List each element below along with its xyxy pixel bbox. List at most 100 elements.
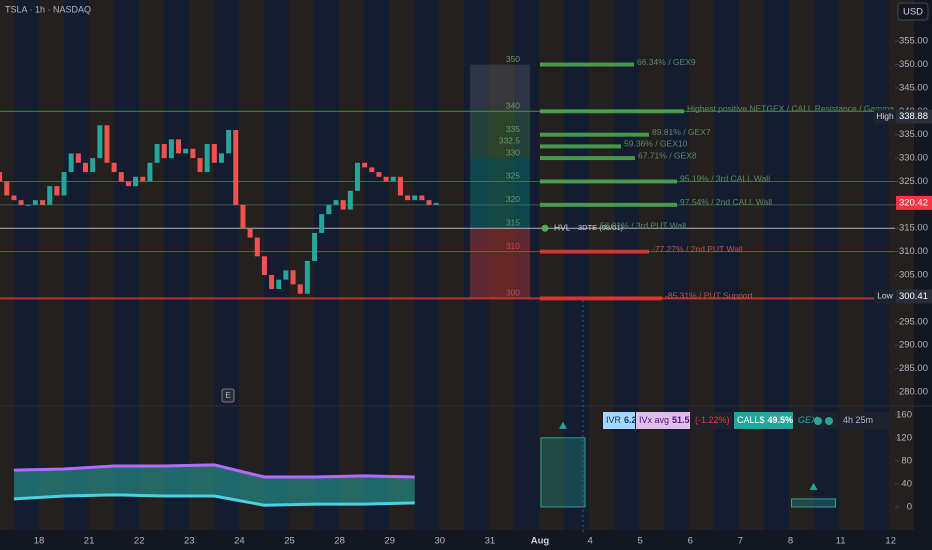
candle bbox=[433, 202, 439, 205]
y-tick-label: 335.00 bbox=[899, 129, 928, 140]
session-band bbox=[39, 0, 64, 530]
y-tick-label: 80 bbox=[901, 455, 912, 466]
candle bbox=[383, 176, 389, 182]
price-badge bbox=[896, 109, 932, 124]
badge-label: (-1.22%) bbox=[695, 415, 730, 425]
price-badge-name-bg bbox=[874, 109, 896, 124]
candle bbox=[254, 237, 260, 257]
candle bbox=[226, 130, 232, 154]
session-band bbox=[89, 0, 114, 530]
candle bbox=[233, 130, 239, 205]
earnings-badge bbox=[221, 388, 235, 403]
candle bbox=[333, 200, 339, 205]
candle bbox=[140, 176, 146, 182]
session-band bbox=[689, 0, 714, 530]
level-bar bbox=[540, 132, 649, 137]
session-band bbox=[189, 0, 214, 530]
level-text: 59.36% / GEX10 bbox=[624, 139, 688, 149]
hvl-label: HVL bbox=[554, 222, 571, 232]
badge-label-text: IVR bbox=[606, 415, 622, 425]
candle bbox=[168, 139, 174, 159]
price-badge-name: Low bbox=[877, 291, 893, 301]
x-tick-label: 5 bbox=[638, 536, 643, 547]
y-tick-label: 310.00 bbox=[899, 246, 928, 257]
level-text: -77.27% / 2nd PUT Wall bbox=[652, 244, 743, 254]
candle bbox=[18, 200, 24, 205]
candle bbox=[68, 153, 74, 173]
session-band bbox=[214, 0, 239, 530]
candle bbox=[111, 162, 117, 173]
session-band bbox=[139, 0, 164, 530]
candle bbox=[419, 195, 425, 201]
level-text: 97.54% / 2nd CALL Wall bbox=[680, 197, 772, 207]
candle bbox=[269, 274, 275, 290]
candle bbox=[312, 232, 318, 261]
level-text: 56.91% / 3rd PUT Wall bbox=[600, 220, 686, 230]
candle bbox=[147, 162, 153, 182]
currency-button[interactable] bbox=[897, 2, 929, 21]
level-bar bbox=[540, 202, 677, 207]
badge-label-text: CALL$ bbox=[737, 415, 765, 425]
y-tick-label: 0 bbox=[907, 501, 912, 512]
level-value: 332.5 bbox=[499, 136, 521, 146]
candle bbox=[283, 270, 289, 280]
y-tick-label: 285.00 bbox=[899, 363, 928, 374]
badge-value: 6.2 bbox=[624, 415, 637, 425]
session-band bbox=[239, 0, 264, 530]
badge-label-text: GEX bbox=[798, 415, 818, 425]
candle bbox=[133, 176, 139, 187]
level-zone bbox=[470, 158, 530, 229]
x-tick-label: 21 bbox=[84, 536, 95, 547]
session-band bbox=[314, 0, 339, 530]
x-tick-label: 30 bbox=[435, 536, 446, 547]
session-band bbox=[739, 0, 764, 530]
y-tick-label: 280.00 bbox=[899, 386, 928, 397]
badge-label: IVR 6.2 bbox=[606, 415, 637, 425]
level-bar bbox=[540, 144, 621, 149]
candle bbox=[247, 228, 253, 238]
candle bbox=[90, 158, 96, 173]
candle bbox=[125, 181, 131, 187]
badge-value: 49.5% bbox=[768, 415, 794, 425]
candle bbox=[340, 200, 346, 210]
candle bbox=[347, 190, 353, 210]
candle bbox=[218, 153, 224, 163]
x-tick-label: Aug bbox=[531, 536, 550, 547]
currency[interactable]: USD bbox=[903, 7, 923, 18]
session-band bbox=[664, 0, 689, 530]
badge-label: GEX bbox=[798, 415, 818, 425]
candle bbox=[197, 158, 203, 173]
x-tick-label: 24 bbox=[234, 536, 245, 547]
y-tick-label: 325.00 bbox=[899, 176, 928, 187]
candle bbox=[354, 162, 360, 191]
badge bbox=[840, 412, 892, 429]
level-bar bbox=[540, 249, 649, 254]
level-value: 300 bbox=[506, 288, 520, 298]
badge-label: CALL$ 49.5% bbox=[737, 415, 793, 425]
y-tick-label: 315.00 bbox=[899, 223, 928, 234]
price-badge-value: 338.88 bbox=[899, 111, 928, 122]
candle bbox=[11, 195, 17, 201]
iv-line bbox=[13, 463, 415, 479]
candle bbox=[97, 125, 103, 159]
badge-label: IVx avg 51.5 bbox=[639, 415, 690, 425]
price-badge-value: 320.42 bbox=[899, 197, 928, 208]
gex-dot bbox=[814, 417, 822, 425]
x-tick-label: 11 bbox=[836, 536, 846, 547]
chart-title: TSLA · 1h · NASDAQ bbox=[5, 4, 91, 14]
x-tick-label: 6 bbox=[688, 536, 693, 547]
session-band bbox=[839, 0, 864, 530]
session-band bbox=[289, 0, 314, 530]
session-band bbox=[439, 0, 464, 530]
x-tick-label: 29 bbox=[384, 536, 395, 547]
candle bbox=[75, 153, 81, 163]
badge bbox=[603, 412, 635, 429]
x-tick-label: 23 bbox=[184, 536, 195, 547]
x-tick-label: 28 bbox=[334, 536, 345, 547]
level-value: 320 bbox=[506, 194, 520, 204]
candle bbox=[240, 204, 246, 229]
session-band bbox=[514, 0, 539, 530]
candle bbox=[118, 172, 124, 182]
session-band bbox=[114, 0, 139, 530]
candle bbox=[211, 144, 217, 163]
